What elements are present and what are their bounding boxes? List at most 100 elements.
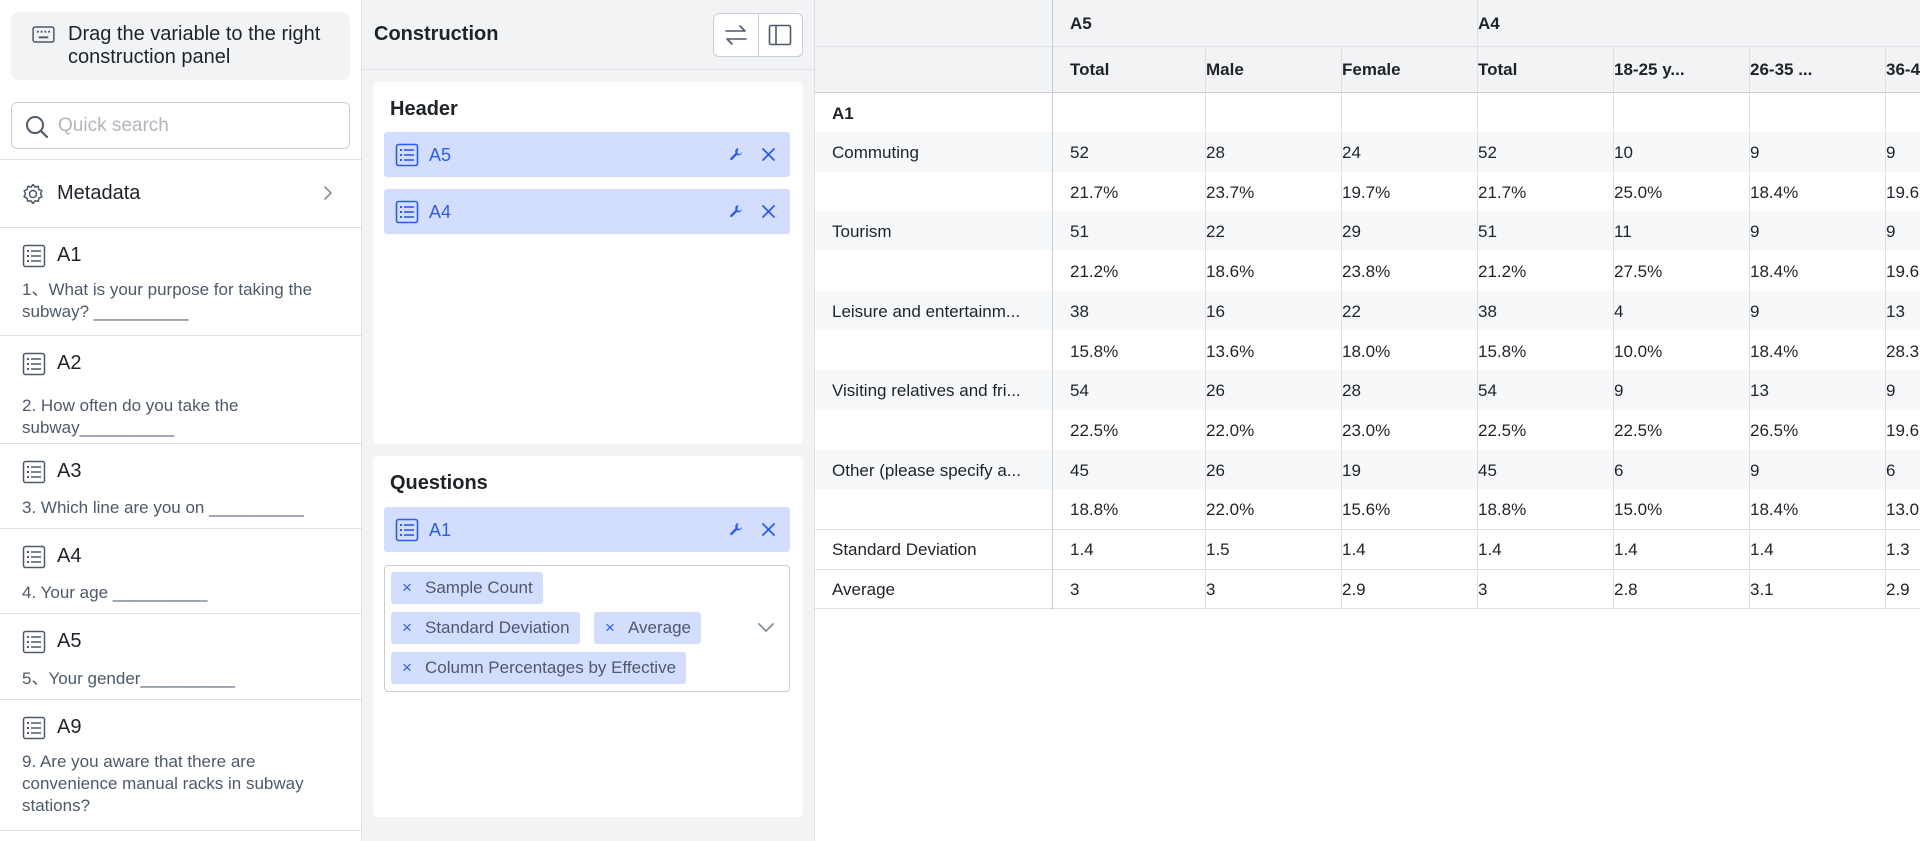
table-cell-percent: 13.0 bbox=[1886, 500, 1920, 520]
table-cell-count: 13 bbox=[1750, 381, 1769, 401]
variable-name: A9 bbox=[57, 716, 82, 738]
table-cell-count: 16 bbox=[1206, 301, 1225, 321]
wrench-icon[interactable] bbox=[728, 521, 744, 537]
list-icon bbox=[22, 716, 46, 740]
table-cell-count: 26 bbox=[1206, 381, 1225, 401]
table-cell-percent: 23.0% bbox=[1342, 420, 1391, 440]
header-item-a5[interactable]: A5 bbox=[384, 132, 790, 177]
table-cell-percent: 18.8% bbox=[1070, 500, 1119, 520]
variable-name: A5 bbox=[57, 630, 82, 652]
table-cell-summary: 3 bbox=[1070, 579, 1080, 599]
stat-tag-sample-count[interactable]: × Sample Count bbox=[391, 572, 543, 604]
chevron-down-icon[interactable] bbox=[757, 622, 775, 634]
variable-item-a5[interactable]: A5 5、Your gender__________ bbox=[0, 614, 361, 700]
row-label: Leisure and entertainm... bbox=[832, 301, 1021, 321]
table-cell-percent: 15.8% bbox=[1478, 341, 1527, 361]
stat-tag-standard-deviation[interactable]: × Standard Deviation bbox=[391, 612, 580, 644]
list-icon bbox=[395, 518, 419, 542]
table-cell-count: 24 bbox=[1342, 143, 1361, 162]
table-cell-percent: 18.0% bbox=[1342, 341, 1391, 361]
grid-line bbox=[815, 568, 1920, 570]
variable-description: 1、What is your purpose for taking the su… bbox=[22, 280, 313, 321]
summary-row-label: Standard Deviation bbox=[832, 540, 977, 559]
table-cell-count: 28 bbox=[1206, 143, 1225, 162]
table-cell-percent: 19.6 bbox=[1886, 420, 1920, 440]
table-row-band bbox=[815, 211, 1920, 252]
table-cell-count: 9 bbox=[1750, 301, 1760, 321]
row-label: Commuting bbox=[832, 143, 919, 162]
remove-tag-icon[interactable]: × bbox=[402, 578, 412, 597]
variable-item-a2[interactable]: A2 2. How often do you take the subway__… bbox=[0, 336, 361, 444]
swap-icon bbox=[725, 25, 747, 45]
list-icon bbox=[22, 352, 46, 376]
table-cell-percent: 18.4% bbox=[1750, 262, 1799, 282]
list-icon bbox=[22, 460, 46, 484]
table-cell-count: 38 bbox=[1478, 301, 1497, 321]
wrench-icon[interactable] bbox=[728, 203, 744, 219]
divider bbox=[362, 69, 815, 70]
table-cell-summary: 1.4 bbox=[1070, 540, 1094, 559]
table-cell-count: 52 bbox=[1478, 143, 1497, 162]
question-item-a1[interactable]: A1 bbox=[384, 507, 790, 552]
close-icon[interactable] bbox=[761, 204, 776, 219]
quick-search[interactable] bbox=[11, 102, 350, 149]
variable-description: 4. Your age __________ bbox=[22, 583, 208, 602]
table-cell-percent: 18.4% bbox=[1750, 341, 1799, 361]
variable-description: 2. How often do you take the subway_____… bbox=[22, 396, 239, 437]
grid-line bbox=[1341, 46, 1342, 609]
header-section: Header A5 A4 bbox=[373, 82, 803, 444]
toggle-sidebar-button[interactable] bbox=[757, 14, 802, 56]
remove-tag-icon[interactable]: × bbox=[605, 618, 615, 637]
variable-item-a4[interactable]: A4 4. Your age __________ bbox=[0, 529, 361, 614]
variable-item-a1[interactable]: A1 1、What is your purpose for taking the… bbox=[0, 228, 361, 336]
question-label: A1 bbox=[832, 104, 854, 123]
column-header: 36-4 bbox=[1886, 60, 1920, 79]
variable-description: 3. Which line are you on __________ bbox=[22, 498, 304, 517]
variable-item-a3[interactable]: A3 3. Which line are you on __________ bbox=[0, 444, 361, 529]
question-item-name: A1 bbox=[429, 520, 452, 540]
table-cell-percent: 10.0% bbox=[1614, 341, 1663, 361]
table-cell-percent: 15.6% bbox=[1342, 500, 1391, 520]
table-cell-summary: 2.9 bbox=[1886, 579, 1910, 599]
table-cell-percent: 25.0% bbox=[1614, 182, 1663, 202]
variable-item-a9[interactable]: A9 9. Are you aware that there are conve… bbox=[0, 700, 361, 831]
metadata-label: Metadata bbox=[57, 182, 141, 204]
list-icon bbox=[395, 200, 419, 224]
table-cell-count: 19 bbox=[1342, 460, 1361, 480]
close-icon[interactable] bbox=[761, 147, 776, 162]
table-cell-summary: 2.9 bbox=[1342, 579, 1366, 599]
table-cell-summary: 1.5 bbox=[1206, 540, 1230, 559]
swap-button[interactable] bbox=[714, 14, 758, 56]
metadata-item[interactable]: Metadata bbox=[0, 160, 361, 228]
stat-tag-average[interactable]: × Average bbox=[594, 612, 702, 644]
variable-name: A4 bbox=[57, 545, 82, 567]
table-cell-percent: 19.7% bbox=[1342, 182, 1391, 202]
header-item-a4[interactable]: A4 bbox=[384, 189, 790, 234]
table-cell-count: 9 bbox=[1750, 143, 1760, 162]
table-row-band bbox=[815, 449, 1920, 490]
table-cell-count: 11 bbox=[1614, 222, 1632, 242]
table-cell-percent: 22.5% bbox=[1614, 420, 1663, 440]
table-cell-percent: 22.0% bbox=[1206, 500, 1255, 520]
variable-name: A1 bbox=[57, 244, 82, 266]
remove-tag-icon[interactable]: × bbox=[402, 658, 412, 677]
variable-description: 9. Are you aware that there are convenie… bbox=[22, 752, 304, 815]
grid-line bbox=[815, 92, 1920, 93]
table-cell-count: 22 bbox=[1206, 222, 1225, 242]
statistics-select[interactable]: × Sample Count × Standard Deviation × Av… bbox=[384, 565, 790, 692]
remove-tag-icon[interactable]: × bbox=[402, 618, 412, 637]
table-cell-count: 9 bbox=[1886, 381, 1896, 401]
column-header: Male bbox=[1206, 60, 1244, 79]
stat-tag-column-percentages[interactable]: × Column Percentages by Effective bbox=[391, 652, 687, 684]
close-icon[interactable] bbox=[761, 522, 776, 537]
table-cell-count: 45 bbox=[1070, 460, 1089, 480]
table-cell-count: 10 bbox=[1614, 143, 1633, 162]
stat-tag-label: Column Percentages by Effective bbox=[425, 658, 677, 677]
wrench-icon[interactable] bbox=[728, 146, 744, 162]
construction-toolbar bbox=[713, 13, 803, 57]
header-section-title: Header bbox=[390, 98, 458, 120]
list-icon bbox=[22, 545, 46, 569]
search-icon bbox=[26, 116, 49, 139]
table-cell-summary: 3.1 bbox=[1750, 579, 1774, 599]
search-input[interactable] bbox=[58, 111, 338, 141]
